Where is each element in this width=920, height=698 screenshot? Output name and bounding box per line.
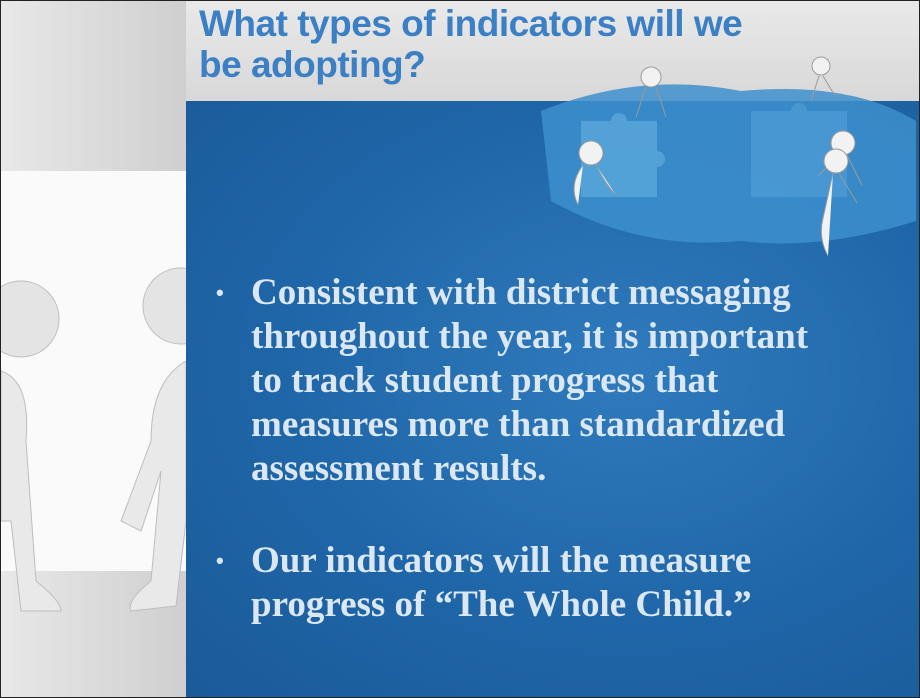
bullet-line: measures more than standardized xyxy=(251,403,808,447)
title-line: What types of indicators will we xyxy=(199,3,742,44)
bullet-line: to track student progress that xyxy=(251,359,808,403)
puzzle-illustration xyxy=(521,51,919,281)
bullet-line: assessment results. xyxy=(251,447,808,491)
slide: What types of indicators will we be adop… xyxy=(0,0,920,698)
bullet-dot: • xyxy=(216,539,224,583)
bullet-line: throughout the year, it is important xyxy=(251,315,808,359)
side-illustration xyxy=(1,1,186,697)
bullet-dot: • xyxy=(216,271,224,315)
bullet: • Consistent with district messaging thr… xyxy=(216,271,808,491)
bullet-line: progress of “The Whole Child.” xyxy=(251,583,752,627)
bullet-line: Our indicators will the measure xyxy=(251,539,752,583)
bullet-line: Consistent with district messaging xyxy=(251,271,808,315)
bullet: • Our indicators will the measure progre… xyxy=(216,539,752,627)
